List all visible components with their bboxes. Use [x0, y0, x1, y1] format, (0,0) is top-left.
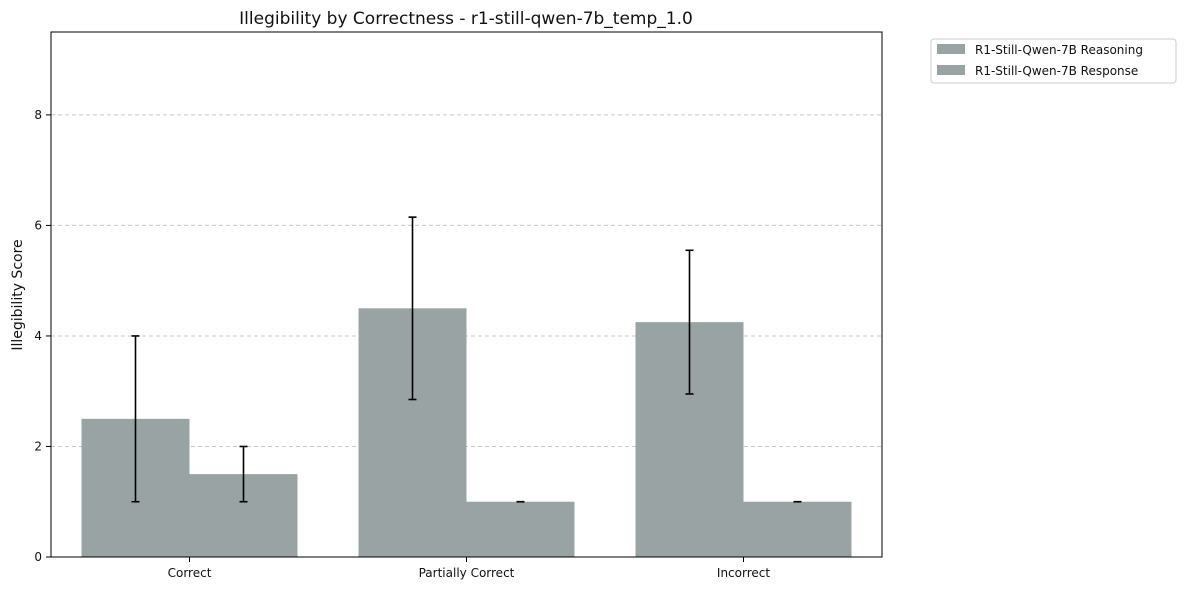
bar: [466, 501, 575, 557]
bar: [743, 501, 852, 557]
bars: [81, 308, 852, 557]
legend-swatch-response: [937, 65, 965, 75]
legend-label-reasoning: R1-Still-Qwen-7B Reasoning: [975, 43, 1143, 57]
x-axis-ticks: Correct Partially Correct Incorrect: [168, 557, 770, 580]
legend: R1-Still-Qwen-7B Reasoning R1-Still-Qwen…: [930, 38, 1177, 84]
x-tick-label: Partially Correct: [419, 566, 515, 580]
y-tick-label: 2: [34, 439, 42, 453]
y-tick-label: 8: [34, 108, 42, 122]
y-tick-label: 6: [34, 218, 42, 232]
x-tick-label: Correct: [168, 566, 212, 580]
legend-label-response: R1-Still-Qwen-7B Response: [975, 64, 1138, 78]
y-tick-label: 0: [34, 550, 42, 564]
y-tick-label: 4: [34, 329, 42, 343]
legend-box: [930, 38, 1177, 84]
y-axis-ticks: 0 2 4 6 8: [34, 108, 51, 564]
legend-swatch-reasoning: [937, 44, 965, 54]
chart-title: Illegibility by Correctness - r1-still-q…: [239, 9, 693, 29]
error-bars: [131, 216, 802, 503]
y-axis-label: Illegibility Score: [10, 239, 26, 350]
x-tick-label: Incorrect: [717, 566, 770, 580]
